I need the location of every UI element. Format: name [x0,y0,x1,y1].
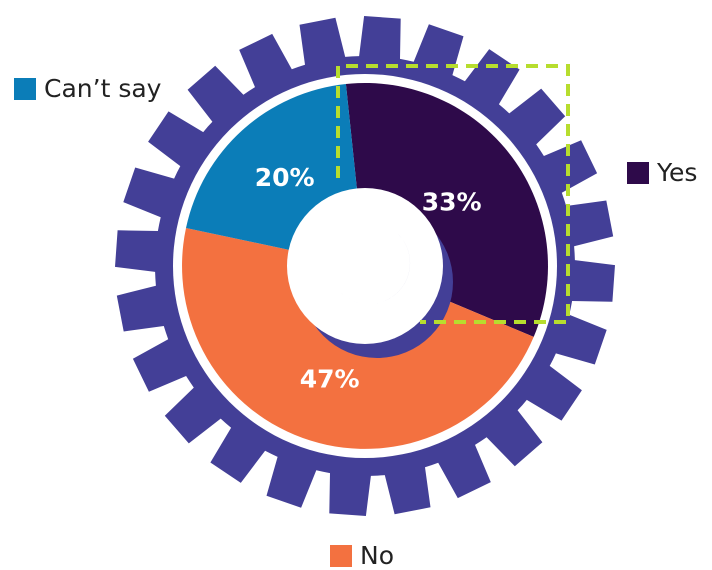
legend-label-no: No [360,541,394,570]
highlight-dashed-box [336,64,570,324]
data-label-no: 47% [300,365,360,394]
legend-swatch-cant-say [14,77,36,100]
data-label-yes: 33% [422,188,482,217]
legend-label-yes: Yes [657,158,698,187]
legend-item-yes: Yes [627,158,697,187]
legend-swatch-no [330,544,352,567]
legend-swatch-yes [627,161,649,184]
legend-item-no: No [330,541,394,570]
legend-label-cant-say: Can’t say [44,74,162,103]
hub-center [287,188,443,344]
legend-item-cant-say: Can’t say [14,74,161,103]
data-label-cant-say: 20% [255,163,315,192]
